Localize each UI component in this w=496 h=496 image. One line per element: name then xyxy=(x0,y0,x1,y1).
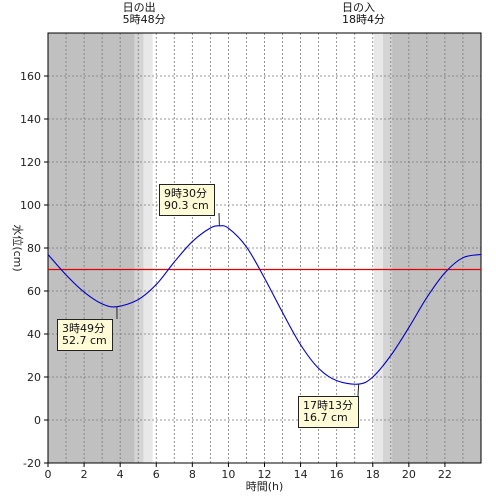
y-tick-label: 20 xyxy=(27,371,41,384)
y-tick-label: 0 xyxy=(34,414,41,427)
x-tick-label: 12 xyxy=(258,468,272,481)
x-tick-label: 22 xyxy=(438,468,452,481)
sunset-label: 日の入 18時4分 xyxy=(342,2,385,26)
y-tick-label: 100 xyxy=(20,199,41,212)
annotation-leader xyxy=(357,384,360,397)
x-tick-label: 4 xyxy=(117,468,124,481)
y-tick-label: 120 xyxy=(20,156,41,169)
note-value: 16.7 cm xyxy=(303,411,348,424)
x-tick-label: 16 xyxy=(330,468,344,481)
y-tick-label: 80 xyxy=(27,242,41,255)
twilight-band-evening-2 xyxy=(383,33,393,463)
low-tide-evening-note: 17時13分 16.7 cm xyxy=(298,396,359,428)
sunrise-label: 日の出 5時48分 xyxy=(123,2,166,26)
twilight-band-evening-1 xyxy=(374,33,384,463)
note-value: 52.7 cm xyxy=(62,334,107,347)
note-time: 9時30分 xyxy=(164,187,207,200)
low-tide-morning-note: 3時49分 52.7 cm xyxy=(57,319,113,351)
note-time: 3時49分 xyxy=(62,322,105,335)
sunrise-title: 日の出 xyxy=(122,1,156,14)
y-tick-label: 140 xyxy=(20,113,41,126)
x-tick-label: 8 xyxy=(189,468,196,481)
x-tick-label: 10 xyxy=(221,468,235,481)
x-tick-label: 14 xyxy=(294,468,308,481)
x-tick-label: 20 xyxy=(402,468,416,481)
note-value: 90.3 cm xyxy=(164,199,209,212)
note-time: 17時13分 xyxy=(303,399,353,412)
axis-ticks: 0 2 4 6 8 10 12 14 16 18 20 22 -20 0 20 40 60 80 100 120 140… xyxy=(20,70,452,481)
x-axis-label: 時間(h) xyxy=(246,480,284,493)
sunset-time: 18時4分 xyxy=(342,13,385,26)
water-level-line xyxy=(47,225,482,385)
grid-lines xyxy=(48,33,481,463)
x-tick-label: 18 xyxy=(366,468,380,481)
sunrise-time: 5時48分 xyxy=(122,13,166,26)
y-tick-label: -20 xyxy=(23,457,41,470)
x-tick-label: 2 xyxy=(81,468,88,481)
x-tick-label: 6 xyxy=(153,468,160,481)
y-tick-label: 60 xyxy=(27,285,41,298)
sunset-title: 日の入 xyxy=(342,1,375,14)
x-tick-label: 0 xyxy=(45,468,52,481)
high-tide-note: 9時30分 90.3 cm xyxy=(159,184,215,216)
twilight-band-morning-1 xyxy=(134,33,144,463)
y-tick-label: 40 xyxy=(27,328,41,341)
annotation-leaders xyxy=(116,212,360,397)
y-tick-label: 160 xyxy=(20,70,41,83)
y-axis-label: 水位(cm) xyxy=(11,224,25,271)
